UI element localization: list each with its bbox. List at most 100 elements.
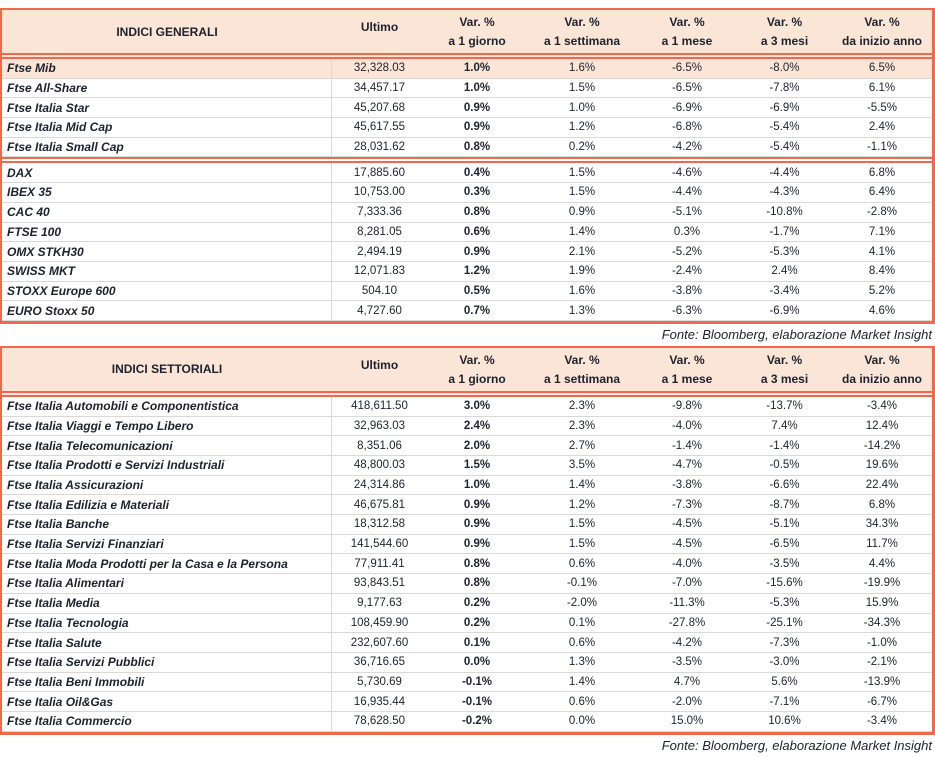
change-3m: -6.9% [769,304,800,317]
change-1w: 1.5% [568,82,596,95]
table-frame: INDICI GENERALI Ultimo Var. % a 1 giorno Va… [0,8,935,324]
change-1m: -5.2% [671,245,703,258]
index-name: Ftse Italia Servizi Finanziari [2,534,332,554]
change-1w: 1.5% [568,518,596,531]
last-value: 78,628.50 [353,715,406,728]
change-1w: 1.9% [568,265,596,278]
change-1m: -4.6% [671,166,703,179]
index-name: Ftse Italia Beni Immobili [2,672,332,692]
column-header: Var. % a 1 giorno [427,348,527,391]
change-3m: 2.4% [771,265,798,278]
table-row: Ftse Italia Edilizia e Materiali 46,675.8… [2,495,932,516]
change-1d: 0.2% [463,597,491,610]
change-1m: -4.4% [671,186,703,199]
change-1d: 0.9% [463,518,491,531]
index-name: Ftse Italia Oil&Gas [2,692,332,711]
last-value: 93,843.51 [353,577,406,590]
change-1d: 0.9% [463,245,491,258]
table-row: DAX 17,885.60 0.4% 1.5% -4.6% -4.4% 6.8% [2,163,932,184]
table-row: Ftse Italia Alimentari 93,843.51 0.8% -0.1%… [2,574,932,594]
change-1w: 1.6% [568,284,596,297]
column-header-text: Var. % [459,352,495,367]
change-1w: -2.0% [566,597,598,610]
column-header: Ultimo [332,348,427,391]
last-value: 141,544.60 [350,538,409,551]
change-3m: -6.5% [769,538,800,551]
change-1w: 0.1% [568,616,596,629]
column-header-text: a 1 giorno [448,34,506,48]
change-1w: 1.6% [568,62,596,75]
change-3m: -1.7% [769,225,800,238]
change-1m: -2.0% [671,695,703,708]
change-1m: -4.5% [671,518,703,531]
change-ytd: 4.6% [868,304,896,317]
column-header: Var. % a 1 settimana [527,10,637,53]
last-value: 16,935.44 [353,695,406,708]
change-1d: 1.2% [463,265,491,278]
column-header-text: a 1 mese [661,34,713,48]
change-ytd: 2.4% [868,121,896,134]
last-value: 46,675.81 [353,498,406,511]
column-header-text: da inizio anno [842,34,922,48]
index-name: Ftse All-Share [2,78,332,98]
table-row: Ftse All-Share 34,457.17 1.0% 1.5% -6.5% -7.8… [2,78,932,99]
last-value: 2,494.19 [357,245,402,258]
change-3m: -5.3% [769,245,800,258]
change-3m: -7.3% [769,636,800,649]
index-name: Ftse Italia Star [2,98,332,118]
change-1d: -0.1% [461,695,493,708]
change-3m: -3.0% [769,656,800,669]
column-header-text: Var. % [864,352,900,367]
change-1d: 0.6% [463,225,491,238]
column-header-text: a 1 settimana [543,34,621,48]
change-3m: 5.6% [771,675,798,688]
change-ytd: 8.4% [868,265,896,278]
column-header-text: Var. % [564,352,600,367]
index-name: CAC 40 [2,202,332,222]
change-3m: -5.1% [769,518,800,531]
change-3m: -6.9% [769,101,800,114]
change-1w: 1.2% [568,121,596,134]
change-1d: 1.0% [463,82,491,95]
change-1m: -4.7% [671,459,703,472]
index-name: Ftse Italia Assicurazioni [2,475,332,495]
change-1m: -6.5% [671,62,703,75]
change-1m: 4.7% [673,675,701,688]
column-header-text: Var. % [864,15,900,29]
change-1w: 2.1% [568,245,596,258]
change-ytd: 6.4% [868,186,896,199]
change-1w: 0.6% [568,636,596,649]
index-name: Ftse Italia Servizi Pubblici [2,652,332,672]
change-1m: -11.3% [669,597,705,610]
column-header: Var. % a 3 mesi [737,348,832,391]
index-table: INDICI GENERALI Ultimo Var. % a 1 giorno Va… [0,8,935,346]
change-ytd: 6.8% [868,166,896,179]
column-header-text: Var. % [669,15,705,29]
change-1m: -4.2% [671,636,703,649]
table-row: STOXX Europe 600 504.10 0.5% 1.6% -3.8% -3.4%… [2,281,932,302]
change-1d: 0.2% [463,616,491,629]
change-1m: -6.9% [671,101,703,114]
change-1d: 0.8% [463,577,491,590]
change-ytd: -14.2% [863,439,901,452]
index-name: DAX [2,163,332,183]
table-row: Ftse Italia Moda Prodotti per la Casa e … [2,554,932,575]
index-name: Ftse Mib [2,59,332,78]
table-row: Ftse Italia Tecnologia 108,459.90 0.2% 0.1%… [2,613,932,634]
change-ytd: -34.3% [863,616,901,629]
change-1m: -4.0% [671,419,703,432]
change-1m: -4.5% [671,538,703,551]
change-1d: 0.9% [463,538,491,551]
last-value: 77,911.41 [354,557,405,570]
table-title: INDICI GENERALI [116,24,218,39]
change-ytd: 6.8% [868,498,896,511]
change-3m: -4.4% [769,166,800,179]
change-ytd: -3.4% [866,400,898,413]
source-note: Fonte: Bloomberg, elaborazione Market In… [661,326,932,342]
change-1m: -2.4% [671,265,703,278]
change-ytd: 22.4% [865,479,899,492]
last-value: 36,716.65 [353,656,406,669]
table-row: IBEX 35 10,753.00 0.3% 1.5% -4.4% -4.3% 6.4% [2,183,932,203]
table-row: Ftse Italia Commercio 78,628.50 -0.2% 0.0% 1… [2,711,932,732]
index-name: Ftse Italia Banche [2,515,332,534]
